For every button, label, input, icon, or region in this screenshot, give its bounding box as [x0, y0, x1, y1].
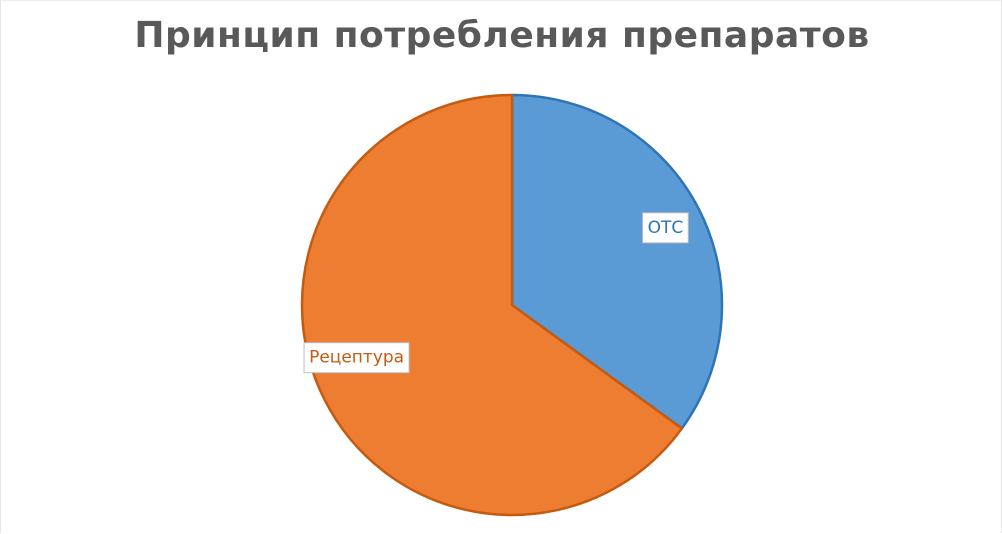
- data-label-text-2: Рецептура: [309, 348, 404, 368]
- data-label-text-1: ОТС: [648, 218, 684, 238]
- data-label-1: ОТС: [643, 213, 689, 243]
- data-label-2: Рецептура: [304, 343, 409, 373]
- pie-slices: [302, 95, 722, 515]
